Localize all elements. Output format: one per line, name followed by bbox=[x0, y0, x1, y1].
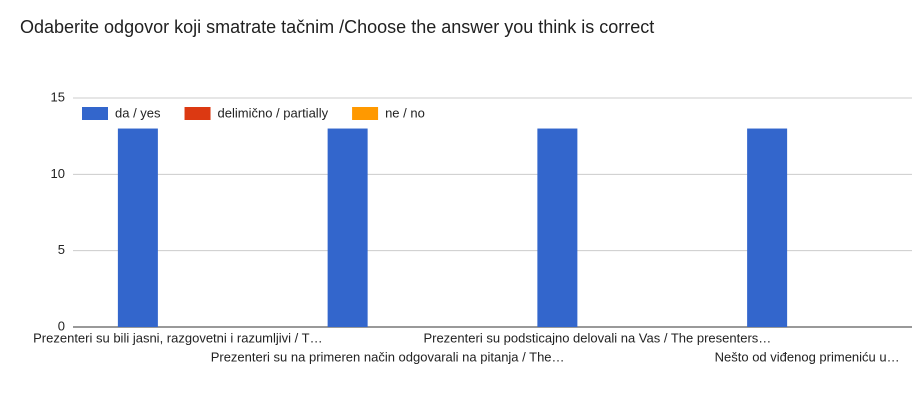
legend-label: delimično / partially bbox=[218, 105, 329, 120]
legend-swatch bbox=[184, 107, 211, 120]
legend-swatch bbox=[82, 107, 108, 120]
y-tick-label: 15 bbox=[51, 89, 65, 104]
bar bbox=[117, 128, 158, 327]
x-tick-label: Prezenteri su na primeren način odgovara… bbox=[211, 349, 565, 364]
bar bbox=[537, 128, 578, 327]
y-tick-label: 10 bbox=[51, 166, 65, 181]
bar bbox=[327, 128, 368, 327]
x-tick-label: Nešto od viđenog primeniću u… bbox=[715, 349, 900, 364]
legend-label: ne / no bbox=[385, 105, 425, 120]
x-tick-label: Prezenteri su podsticajno delovali na Va… bbox=[423, 330, 771, 345]
bar bbox=[747, 128, 788, 327]
y-tick-label: 0 bbox=[58, 318, 65, 333]
legend-swatch bbox=[352, 107, 379, 120]
y-tick-label: 5 bbox=[58, 242, 65, 257]
x-tick-label: Prezenteri su bili jasni, razgovetni i r… bbox=[33, 330, 322, 345]
legend-label: da / yes bbox=[115, 105, 161, 120]
chart-title: Odaberite odgovor koji smatrate tačnim /… bbox=[20, 17, 654, 37]
